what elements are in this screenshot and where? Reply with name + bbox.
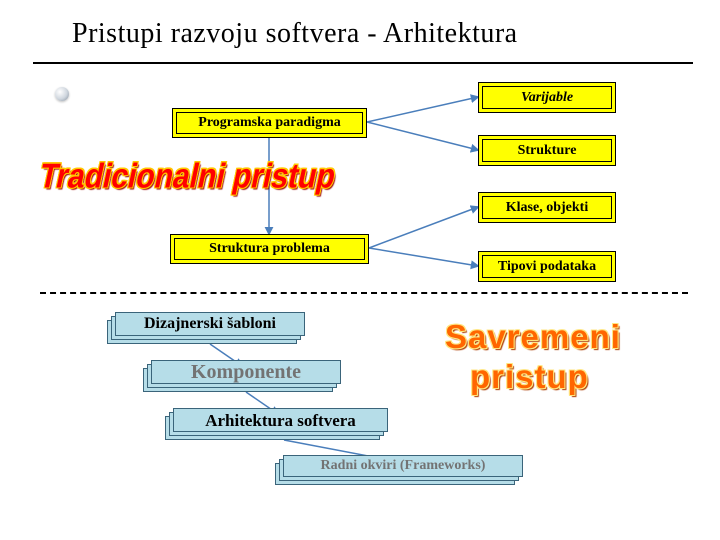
wordart-modern-line2: pristup <box>470 358 589 396</box>
teal-box-label-komponente: Komponente <box>151 361 341 384</box>
title-underline <box>33 62 693 64</box>
wordart-traditional: Tradicionalni pristup <box>36 157 339 196</box>
teal-box-radni: Radni okviri (Frameworks) <box>275 455 523 485</box>
slide-title: Pristupi razvoju softvera - Arhitektura <box>72 18 672 50</box>
yellow-box-klase: Klase, objekti <box>478 192 616 223</box>
slide-stage: Pristupi razvoju softvera - Arhitektura … <box>0 0 720 540</box>
wordart-modern-line1: Savremeni <box>445 318 621 356</box>
teal-box-komponente: Komponente <box>143 360 341 392</box>
yellow-box-tipovi: Tipovi podataka <box>478 251 616 282</box>
teal-box-dizajn: Dizajnerski šabloni <box>107 312 305 344</box>
title-bullet-icon <box>55 87 69 101</box>
section-divider <box>40 292 688 294</box>
yellow-box-varijable: Varijable <box>478 82 616 113</box>
yellow-box-struct_problem: Struktura problema <box>170 234 369 264</box>
teal-box-label-radni: Radni okviri (Frameworks) <box>283 458 523 474</box>
teal-box-label-dizajn: Dizajnerski šabloni <box>115 315 305 333</box>
yellow-box-prog_paradigm: Programska paradigma <box>172 108 367 138</box>
yellow-box-strukture: Strukture <box>478 135 616 166</box>
teal-box-arhitekt: Arhitektura softvera <box>165 408 388 440</box>
teal-box-label-arhitekt: Arhitektura softvera <box>173 411 388 431</box>
